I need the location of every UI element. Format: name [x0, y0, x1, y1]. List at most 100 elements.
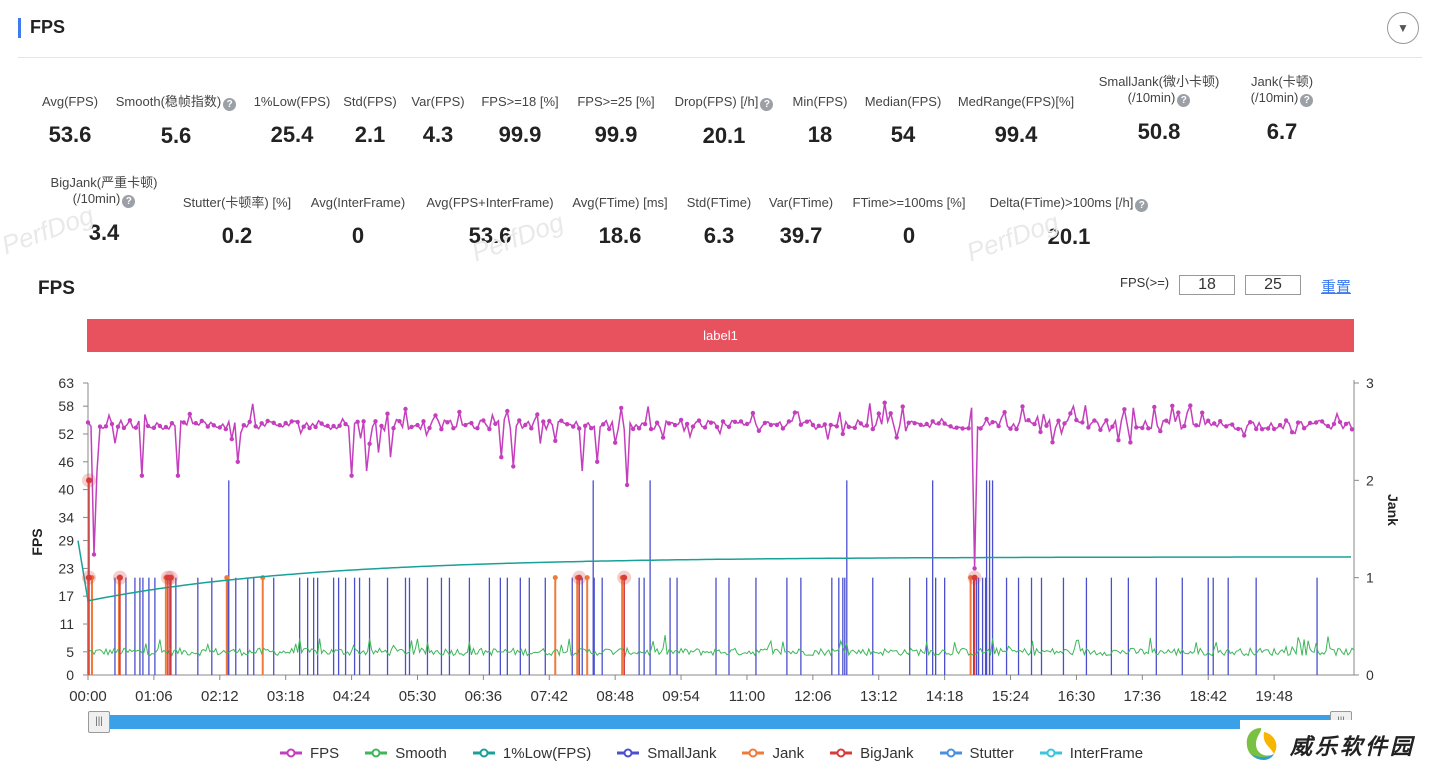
stat-var-fps: Var(FPS) 4.3	[358, 94, 518, 148]
fps-point	[205, 424, 210, 429]
fps-point	[313, 424, 318, 430]
fps-point	[930, 419, 935, 424]
fps-point	[175, 473, 181, 478]
fps-point	[1301, 426, 1307, 431]
fps-point	[900, 404, 905, 409]
legend-item-interframe[interactable]: InterFrame	[1039, 745, 1143, 762]
legend-item-1-low-fps[interactable]: 1%Low(FPS)	[472, 745, 591, 762]
fps-point	[1068, 411, 1073, 416]
legend-swatch-icon	[939, 748, 962, 758]
x-tick-label: 11:00	[729, 688, 765, 705]
bigjank-point	[971, 574, 978, 581]
legend-item-stutter[interactable]: Stutter	[939, 745, 1014, 762]
help-icon[interactable]: ?	[122, 195, 136, 208]
fps-point	[289, 419, 294, 424]
fps-point	[1313, 420, 1319, 425]
x-tick-label: 19:48	[1255, 688, 1293, 705]
fps-point	[295, 419, 300, 425]
bigjank-point	[621, 574, 628, 581]
fps-point	[1248, 420, 1253, 425]
help-icon[interactable]: ?	[223, 98, 237, 111]
fps-point	[337, 423, 342, 428]
help-icon[interactable]: ?	[1177, 94, 1191, 107]
fps-point	[912, 421, 917, 426]
slider-left-handle[interactable]: |||	[88, 711, 110, 733]
timeline-slider-track[interactable]	[90, 715, 1352, 729]
stat-label: FPS>=25 [%]	[577, 94, 655, 109]
fps-point	[559, 418, 564, 423]
fps-point	[882, 400, 887, 405]
y-tick-label: 52	[58, 426, 74, 442]
legend-item-jank[interactable]: Jank	[742, 745, 804, 762]
fps-point	[265, 418, 270, 424]
fps-point	[846, 424, 851, 430]
fps-point	[223, 426, 228, 432]
legend-item-bigjank[interactable]: BigJank	[830, 745, 914, 762]
fps-chart[interactable]: 63 58 52 46 40 34 29 23 17 11 5 0 3 2 1 0 00:00 01:06 02:1…	[0, 360, 1440, 705]
fps-point	[888, 411, 893, 416]
legend-swatch-icon	[472, 748, 495, 758]
stat-label: Std(FPS)	[343, 94, 397, 109]
y-tick-label: 5	[66, 644, 74, 660]
help-icon[interactable]: ?	[760, 98, 774, 111]
fps-point	[1050, 440, 1055, 445]
help-icon[interactable]: ?	[1135, 199, 1149, 212]
section-header: FPS ▼	[18, 12, 1422, 58]
label-bar[interactable]: label1	[87, 319, 1354, 352]
fps-point	[331, 423, 336, 429]
fps-point	[427, 425, 432, 431]
fps-point	[1026, 418, 1031, 423]
fps-point	[1134, 425, 1139, 430]
fps-point	[654, 420, 660, 425]
stat-value: 0	[351, 223, 365, 248]
y-axis-label: FPS	[29, 528, 45, 555]
y-tick-label: 34	[58, 509, 74, 525]
x-tick-label: 18:42	[1189, 688, 1227, 705]
fps-point	[1206, 418, 1211, 423]
fps-point	[391, 426, 396, 431]
stat-value: 54	[890, 122, 916, 147]
y-axis-right-label: Jank	[1385, 494, 1401, 526]
fps-threshold-input-2[interactable]	[1245, 275, 1301, 295]
stat-label: Min(FPS)	[792, 94, 848, 109]
fps-point	[1259, 427, 1265, 432]
stat-value: 99.9	[594, 122, 638, 147]
fps-point	[1170, 403, 1175, 408]
legend-item-smooth[interactable]: Smooth	[365, 745, 447, 762]
stat-value: 18.6	[598, 223, 642, 248]
y-tick-label: 46	[58, 454, 74, 470]
stat-value: 39.7	[779, 223, 823, 248]
fps-point	[966, 426, 971, 431]
fps-point	[535, 412, 540, 417]
legend-swatch-icon	[280, 748, 302, 758]
fps-threshold-input-1[interactable]	[1179, 275, 1235, 295]
fps-point	[972, 566, 977, 571]
fps-point	[121, 425, 127, 431]
site-logo: 威乐软件园	[1240, 720, 1440, 770]
stat-label: Median(FPS)	[864, 94, 942, 109]
help-icon[interactable]: ?	[1300, 94, 1314, 107]
fps-point	[241, 423, 246, 428]
fps-point	[648, 426, 654, 432]
legend-item-smalljank[interactable]: SmallJank	[617, 745, 716, 762]
fps-point	[624, 482, 630, 488]
fps-point	[439, 427, 444, 432]
stat-avg-interframe: Avg(InterFrame) 0	[278, 195, 438, 249]
y-tick-label: 29	[58, 533, 74, 549]
fps-point	[253, 424, 258, 429]
fps-point	[744, 421, 750, 427]
x-tick-label: 04:24	[333, 688, 371, 705]
collapse-toggle-button[interactable]: ▼	[1387, 12, 1419, 44]
stat-ftime-100ms: FTime>=100ms [%] 0	[829, 195, 989, 249]
jank-point	[968, 575, 974, 581]
fps-point	[678, 417, 684, 423]
reset-link[interactable]: 重置	[1321, 279, 1352, 296]
legend-item-fps[interactable]: FPS	[280, 745, 339, 762]
fps-point	[589, 426, 594, 431]
fps-point	[247, 419, 252, 424]
fps-point	[103, 424, 109, 429]
stat-label: SmallJank(微小卡顿) (/10min)?	[1098, 74, 1220, 107]
stat-value: 6.7	[1266, 119, 1298, 144]
fps-point	[636, 426, 642, 431]
fps-point	[157, 423, 163, 429]
